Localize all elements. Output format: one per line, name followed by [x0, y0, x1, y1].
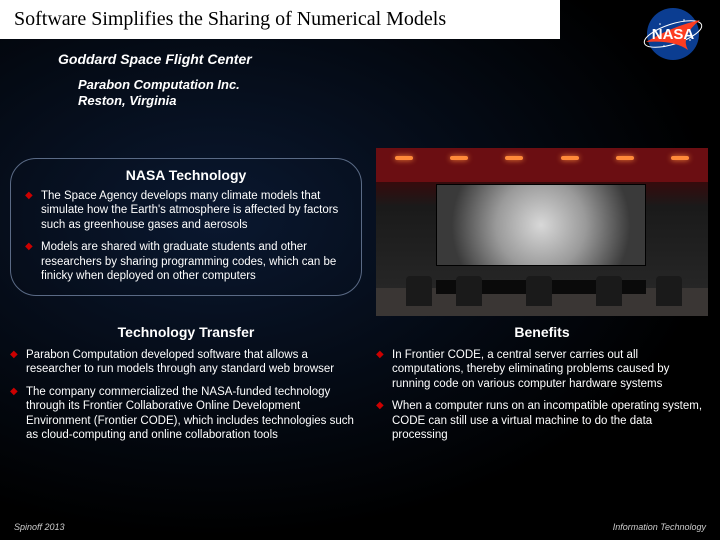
- benefits-section: Benefits In Frontier CODE, a central ser…: [376, 324, 708, 442]
- slide-title: Software Simplifies the Sharing of Numer…: [0, 0, 560, 39]
- nasa-logo-text: NASA: [652, 26, 695, 43]
- technology-transfer-section: Technology Transfer Parabon Computation …: [10, 324, 362, 442]
- control-room-photo: [376, 148, 708, 316]
- nasa-tech-list: The Space Agency develops many climate m…: [25, 189, 347, 283]
- nasa-logo: NASA: [640, 6, 706, 62]
- list-item: When a computer runs on an incompatible …: [376, 399, 708, 442]
- footer-category: Information Technology: [613, 522, 706, 532]
- company-info: Parabon Computation Inc. Reston, Virgini…: [78, 77, 720, 110]
- list-item: The Space Agency develops many climate m…: [25, 189, 347, 232]
- company-location: Reston, Virginia: [78, 93, 720, 109]
- nasa-technology-section: NASA Technology The Space Agency develop…: [10, 158, 362, 296]
- benefits-list: In Frontier CODE, a central server carri…: [376, 348, 708, 442]
- list-item: Models are shared with graduate students…: [25, 240, 347, 283]
- list-item: The company commercialized the NASA-fund…: [10, 385, 362, 443]
- nasa-tech-heading: NASA Technology: [25, 167, 347, 183]
- company-name: Parabon Computation Inc.: [78, 77, 720, 93]
- list-item: Parabon Computation developed software t…: [10, 348, 362, 377]
- tech-transfer-list: Parabon Computation developed software t…: [10, 348, 362, 442]
- list-item: In Frontier CODE, a central server carri…: [376, 348, 708, 391]
- tech-transfer-heading: Technology Transfer: [10, 324, 362, 340]
- footer-source: Spinoff 2013: [14, 522, 65, 532]
- benefits-heading: Benefits: [376, 324, 708, 340]
- center-name: Goddard Space Flight Center: [58, 51, 720, 67]
